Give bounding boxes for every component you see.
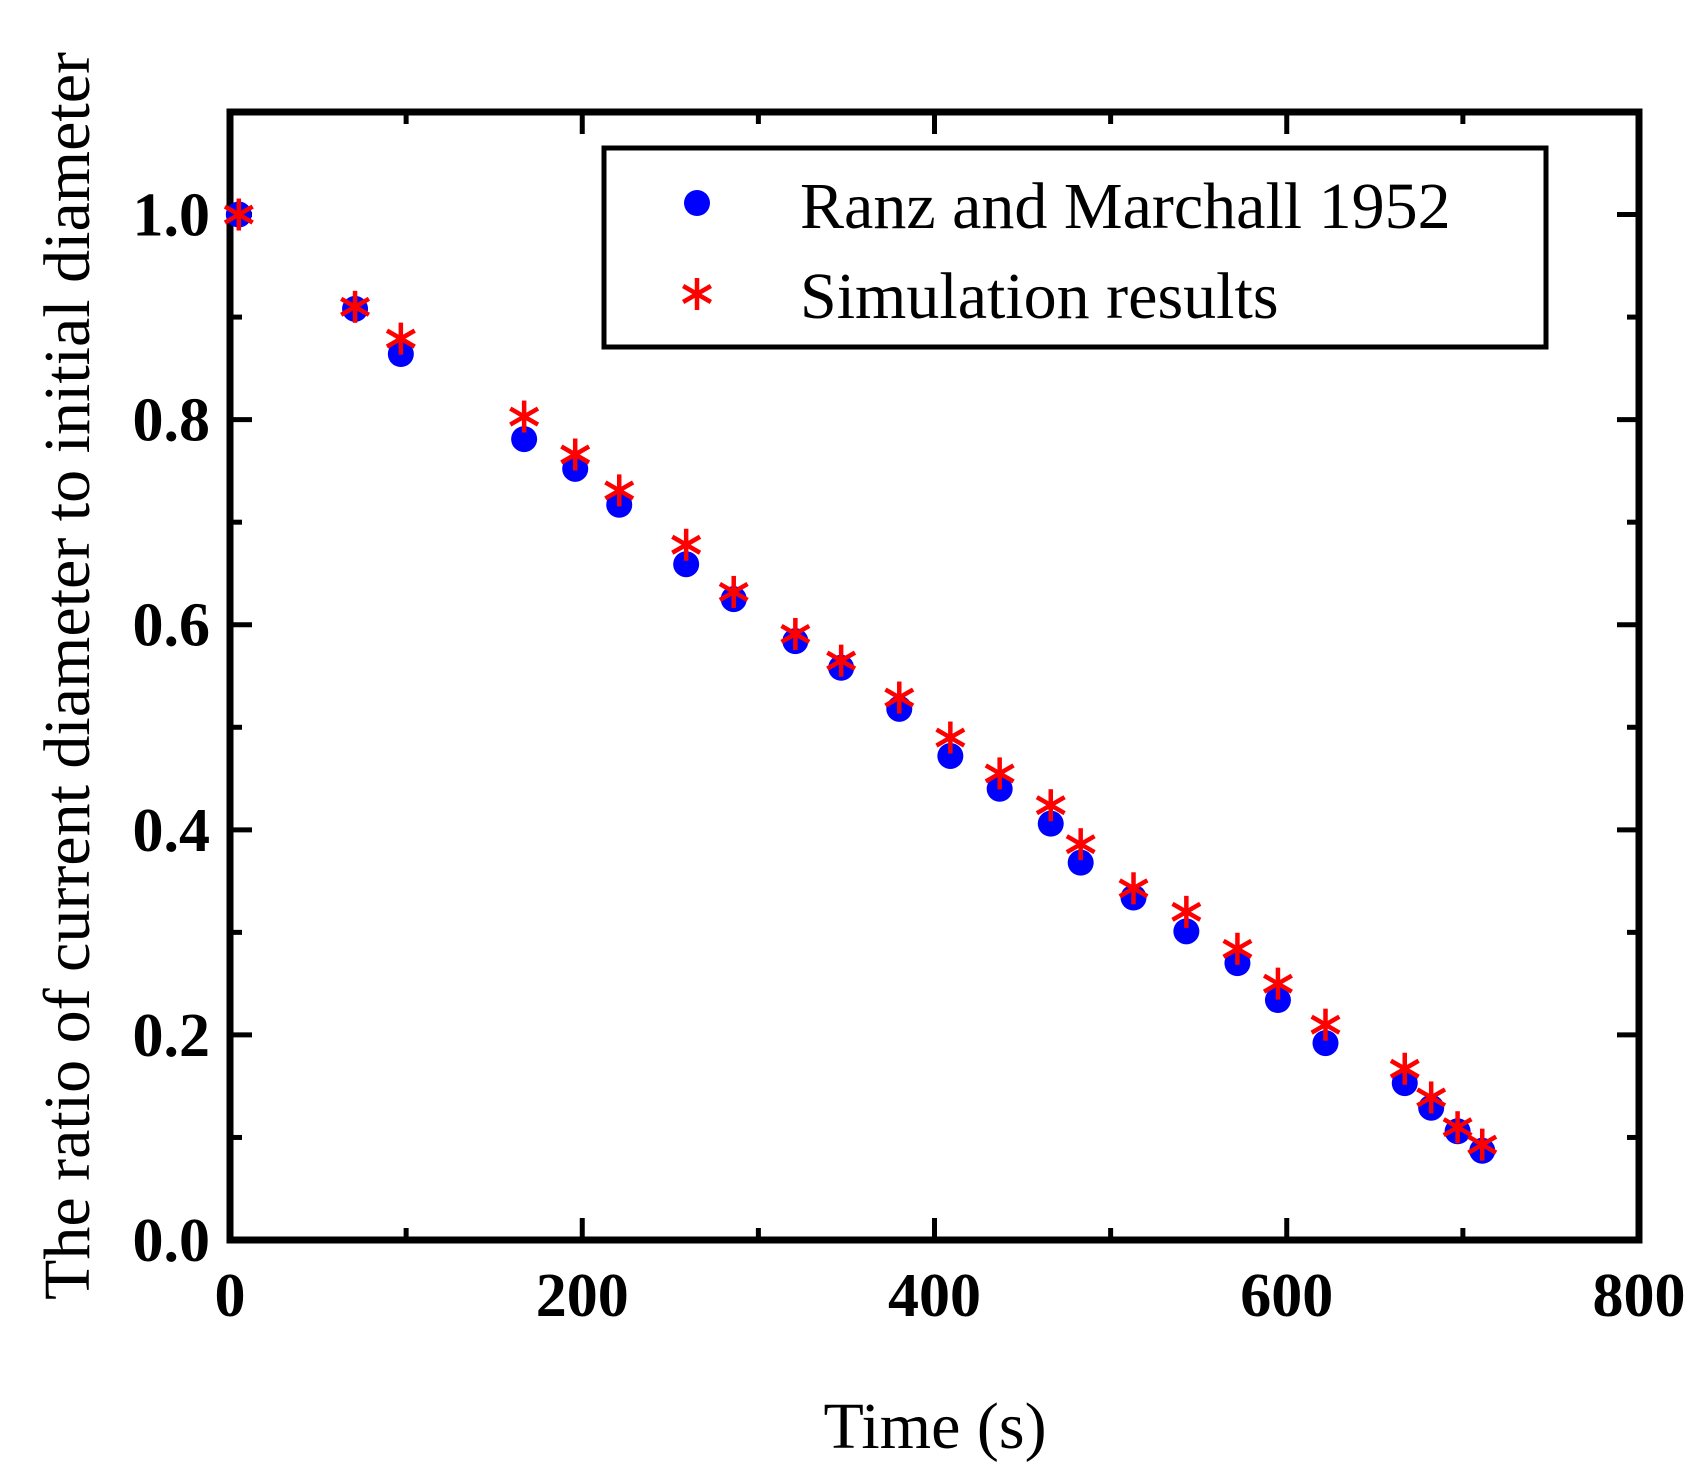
data-point-simulation [1222, 932, 1253, 965]
data-point-simulation [1442, 1111, 1473, 1144]
x-tick-label: 0 [215, 1262, 246, 1330]
y-tick-label: 0.8 [133, 387, 211, 455]
series-simulation-results [223, 198, 1498, 1161]
x-axis-title: Time (s) [823, 1390, 1046, 1463]
data-point-simulation [935, 721, 966, 754]
data-point-ranz [1312, 1030, 1339, 1057]
x-tick-label: 400 [888, 1262, 981, 1330]
data-point-simulation [1467, 1128, 1498, 1161]
y-tick-label: 0.6 [133, 592, 211, 660]
data-point-simulation [826, 644, 857, 677]
data-point-simulation [1416, 1081, 1447, 1114]
data-point-simulation [984, 757, 1015, 790]
data-point-ranz [1067, 849, 1094, 876]
legend-marker-circle [684, 190, 710, 216]
y-axis-title: The ratio of current diameter to initial… [31, 52, 104, 1300]
data-point-simulation [671, 528, 702, 561]
data-point-ranz [1037, 810, 1064, 837]
data-point-simulation [509, 400, 540, 433]
x-tick-label: 800 [1593, 1262, 1686, 1330]
legend-asterisk-marker [682, 278, 712, 310]
data-point-simulation [780, 617, 811, 650]
data-point-simulation [1118, 872, 1149, 905]
legend-circle-marker [684, 190, 710, 216]
data-point-simulation [1171, 895, 1202, 928]
y-tick-label: 0.4 [133, 797, 211, 865]
y-tick-label: 0.2 [133, 1002, 211, 1070]
data-point-simulation [385, 322, 416, 355]
legend-label-ranz-and-marchall: Ranz and Marchall 1952 [800, 170, 1451, 243]
legend-marker-asterisk [682, 278, 712, 310]
legend-box [601, 145, 1549, 350]
data-point-simulation [1065, 828, 1096, 861]
data-point-ranz [937, 742, 964, 769]
data-point-simulation [560, 438, 591, 471]
x-tick-label: 600 [1240, 1262, 1333, 1330]
data-point-simulation [1262, 967, 1293, 1000]
y-tick-label: 1.0 [133, 182, 211, 250]
data-point-ranz [1173, 918, 1200, 945]
legend: Ranz and Marchall 1952 Simulation result… [601, 145, 1549, 350]
data-point-simulation [884, 681, 915, 714]
data-point-simulation [1310, 1008, 1341, 1041]
data-point-simulation [1389, 1052, 1420, 1085]
data-point-simulation [1035, 789, 1066, 822]
y-tick-label: 0.0 [133, 1207, 211, 1275]
legend-label-simulation-results: Simulation results [800, 260, 1279, 333]
data-point-simulation [223, 198, 254, 231]
data-point-simulation [604, 474, 635, 507]
data-point-simulation [718, 575, 749, 608]
ticks [227, 109, 1642, 1243]
x-tick-label: 200 [536, 1262, 629, 1330]
data-point-ranz [511, 426, 538, 453]
data-point-ranz [673, 551, 700, 578]
data-point-ranz [1264, 987, 1291, 1014]
data-point-simulation [340, 290, 371, 323]
tick-labels: 0 200 400 600 800 0.0 0.2 0.4 0.6 0.8 1.0 [133, 182, 1686, 1330]
